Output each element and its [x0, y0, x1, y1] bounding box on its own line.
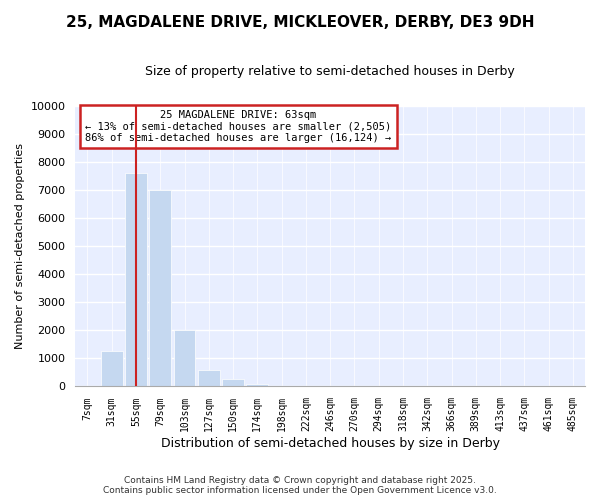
Bar [222, 379, 244, 386]
Text: Contains HM Land Registry data © Crown copyright and database right 2025.
Contai: Contains HM Land Registry data © Crown c… [103, 476, 497, 495]
Bar [198, 370, 220, 386]
Text: 25 MAGDALENE DRIVE: 63sqm
← 13% of semi-detached houses are smaller (2,505)
86% : 25 MAGDALENE DRIVE: 63sqm ← 13% of semi-… [85, 110, 392, 143]
Text: 25, MAGDALENE DRIVE, MICKLEOVER, DERBY, DE3 9DH: 25, MAGDALENE DRIVE, MICKLEOVER, DERBY, … [66, 15, 534, 30]
X-axis label: Distribution of semi-detached houses by size in Derby: Distribution of semi-detached houses by … [161, 437, 500, 450]
Bar [247, 384, 268, 386]
Bar [101, 352, 122, 386]
Title: Size of property relative to semi-detached houses in Derby: Size of property relative to semi-detach… [145, 65, 515, 78]
Bar [125, 173, 147, 386]
Y-axis label: Number of semi-detached properties: Number of semi-detached properties [15, 143, 25, 349]
Bar [149, 190, 171, 386]
Bar [173, 330, 196, 386]
